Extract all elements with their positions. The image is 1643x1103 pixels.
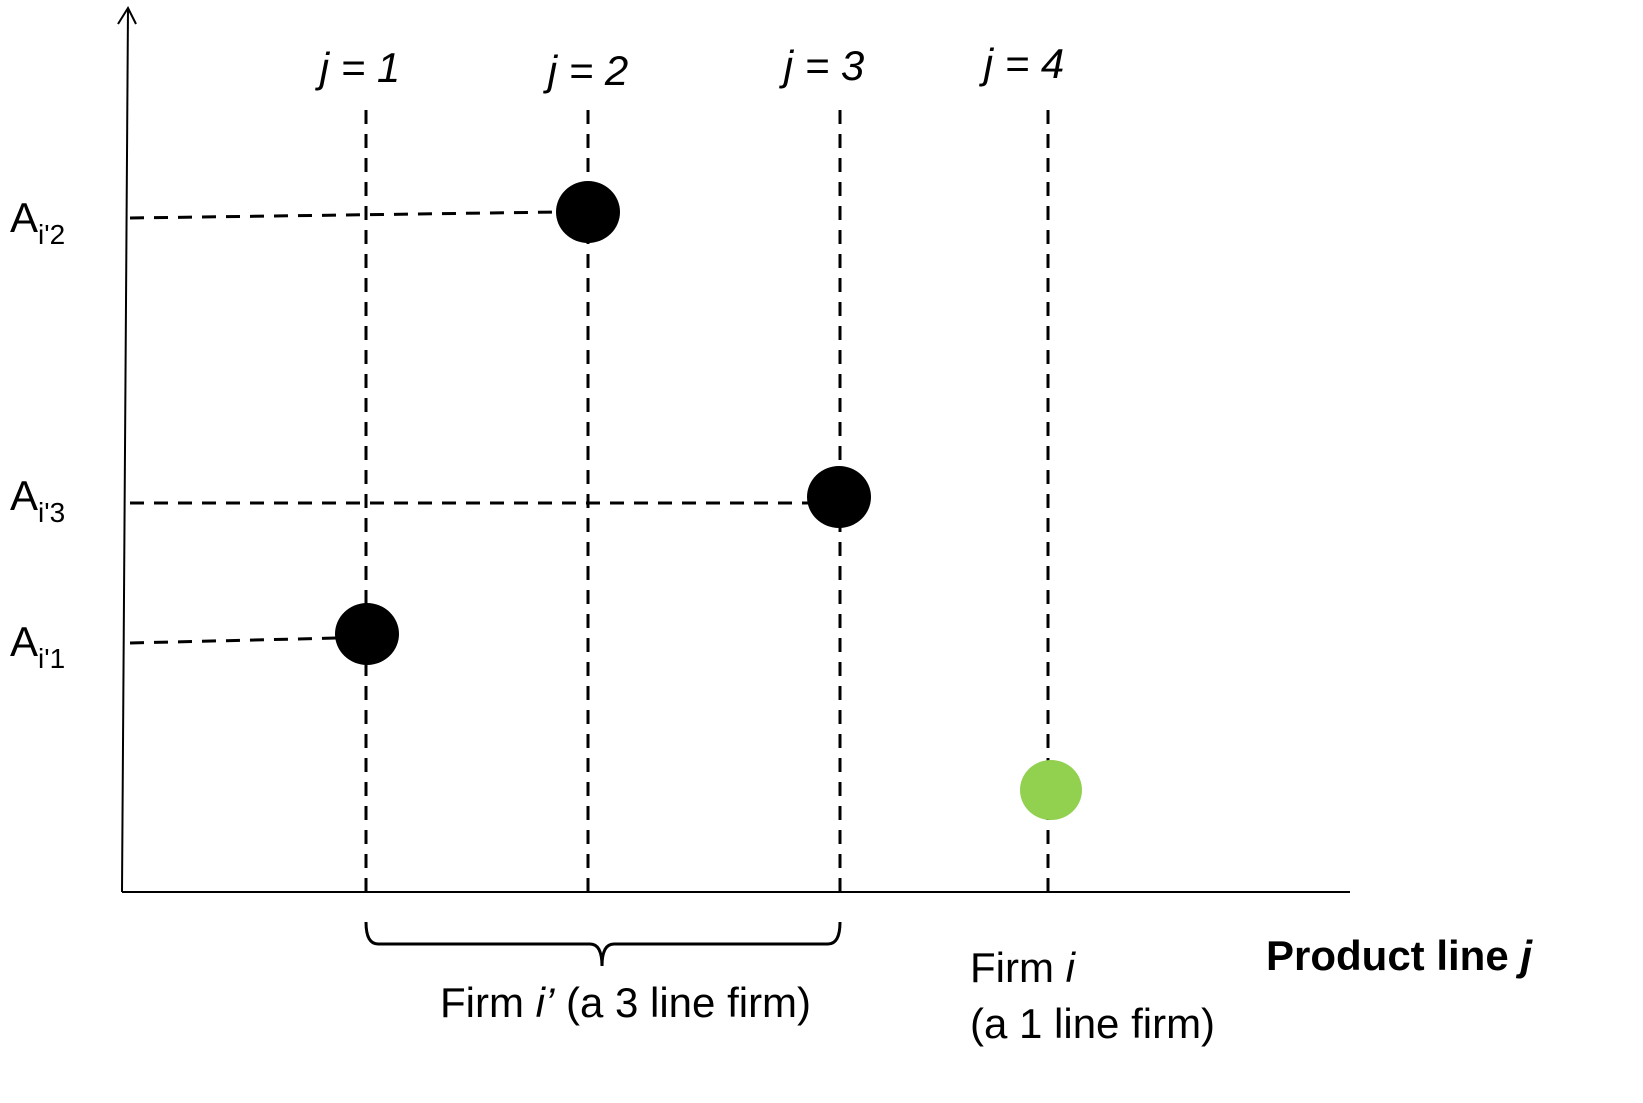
point-firm-i-line-4 [1020, 760, 1082, 820]
x-axis-label: Product line j [1266, 932, 1533, 979]
firm-i-label-line2: (a 1 line firm) [970, 1000, 1215, 1047]
point-firm-i-prime-line-1 [335, 603, 399, 665]
guide-line-a-i2 [129, 210, 561, 220]
column-label-j2: j = 2 [543, 47, 629, 94]
point-firm-i-prime-line-2 [556, 181, 620, 243]
firm-i-prime-label: Firm i’ (a 3 line firm) [440, 979, 811, 1026]
guide-line-a-i1 [129, 636, 339, 645]
point-firm-i-prime-line-3 [807, 466, 871, 528]
column-label-j1: j = 1 [315, 44, 401, 91]
y-label-a-i2: Ai'2 [10, 194, 65, 250]
y-label-a-i1: Ai'1 [10, 618, 65, 674]
firm-i-label-line1: Firm i [970, 944, 1077, 991]
y-axis [121, 7, 129, 893]
y-axis-arrowhead [117, 5, 137, 25]
y-label-a-i3: Ai'3 [10, 472, 65, 528]
column-label-j4: j = 4 [979, 40, 1065, 87]
column-label-j3: j = 3 [779, 42, 865, 89]
firm-i-prime-brace [364, 921, 842, 967]
